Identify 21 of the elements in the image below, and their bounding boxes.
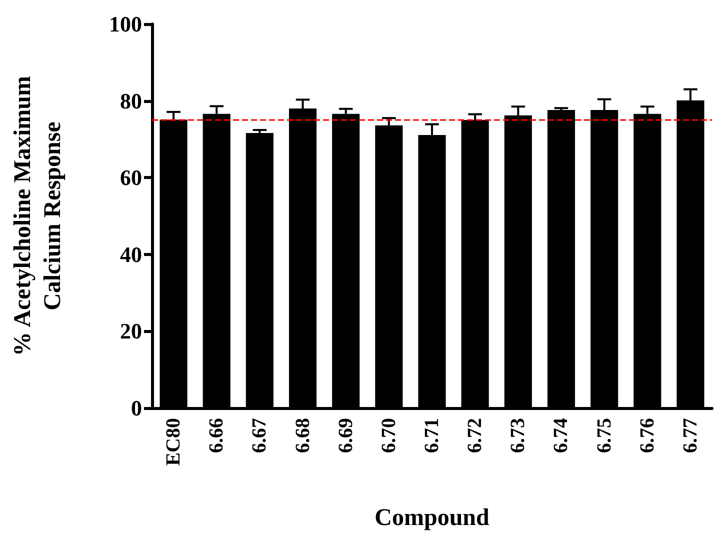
x-axis-title: Compound [374,505,490,531]
x-tick-label: 6.68 [292,418,314,453]
y-tick-label: 0 [131,396,142,420]
x-tick-label: 6.67 [248,418,271,453]
y-tick-label: 100 [109,12,142,36]
x-tick-label: 6.70 [378,418,400,453]
x-tick-label: 6.76 [636,418,658,453]
y-tick-label: 40 [120,242,142,267]
x-tick-label: 6.71 [421,418,443,453]
y-axis-title: % Acetylcholine Maximum Calcium Response [10,76,66,356]
x-tick-label: 6.72 [464,418,486,453]
y-tick-label: 20 [120,318,142,344]
x-tick-label: 6.77 [679,418,702,453]
x-tick-label: 6.73 [507,418,530,453]
y-tick-label: 80 [120,88,142,114]
x-tick-label: 6.69 [334,418,357,453]
x-tick-label: 6.74 [550,418,572,453]
x-tick-label: 6.66 [206,418,228,453]
x-tick-label: 6.75 [593,418,616,453]
y-tick-label: 60 [120,165,142,190]
x-tick-label: EC80 [162,418,185,466]
